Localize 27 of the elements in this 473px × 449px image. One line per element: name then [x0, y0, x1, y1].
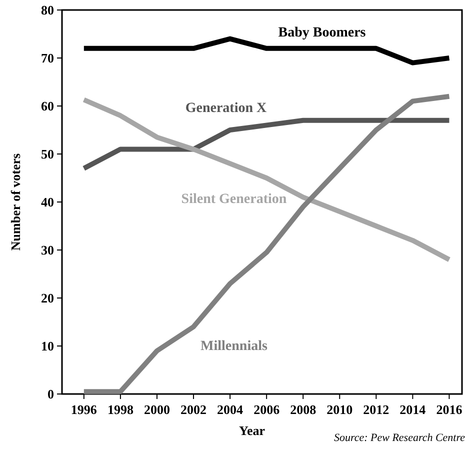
- x-axis-title: Year: [239, 423, 266, 438]
- series-label: Millennials: [200, 339, 268, 354]
- x-tick-label: 1998: [107, 402, 134, 417]
- x-tick-label: 2002: [180, 402, 207, 417]
- y-tick-label: 40: [41, 194, 54, 210]
- x-tick-label: 2014: [400, 402, 426, 417]
- series-label: Silent Generation: [181, 192, 287, 208]
- y-tick-label: 50: [41, 146, 54, 162]
- series-label: Generation X: [185, 101, 267, 116]
- y-tick-label: 80: [41, 2, 54, 18]
- x-tick-label: 2006: [254, 402, 280, 417]
- x-tick-label: 1996: [70, 402, 98, 417]
- y-tick-label: 10: [41, 338, 54, 354]
- x-tick-label: 2016: [436, 402, 463, 417]
- y-tick-label: 70: [41, 50, 54, 66]
- x-tick-label: 2008: [290, 402, 317, 417]
- y-tick-label: 20: [41, 290, 54, 306]
- y-axis-title: Number of voters: [8, 153, 23, 251]
- y-tick-label: 0: [48, 386, 54, 402]
- y-tick-label: 30: [41, 242, 54, 258]
- y-tick-label: 60: [41, 98, 54, 114]
- source-note: Source: Pew Research Centre: [334, 432, 466, 444]
- x-tick-label: 2000: [144, 402, 170, 417]
- x-tick-label: 2004: [217, 402, 244, 417]
- x-tick-label: 2010: [326, 402, 353, 417]
- series-label: Baby Boomers: [278, 25, 366, 40]
- x-tick-label: 2012: [363, 402, 390, 417]
